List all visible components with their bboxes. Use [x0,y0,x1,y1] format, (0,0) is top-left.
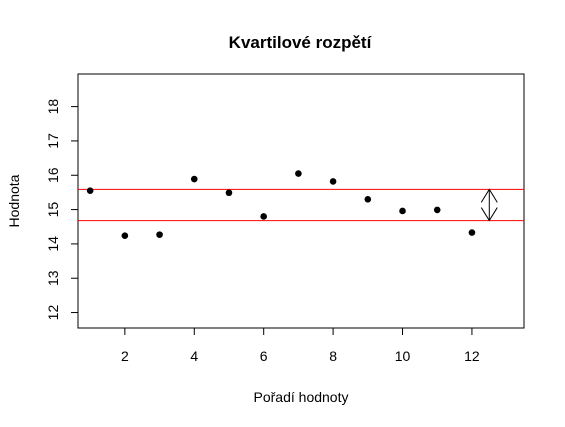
plot-area-frame [77,73,525,329]
range-arrow-head-bottom [480,207,498,222]
y-tick-label: 18 [45,99,61,115]
reference-lines [78,188,524,222]
data-point [190,175,198,183]
y-axis-label: Hodnota [6,174,22,227]
y-axis: 12 13 14 15 16 17 18 [45,99,78,321]
y-tick-label: 12 [45,305,61,321]
range-arrow [480,188,498,222]
data-point [86,187,94,195]
x-tick-label: 10 [395,348,411,364]
data-point [433,206,441,214]
data-point [260,213,267,220]
y-tick-label: 17 [45,133,61,149]
data-point [329,178,337,185]
x-tick-label: 8 [329,348,337,364]
data-point [364,195,372,203]
data-point [468,229,476,236]
y-tick-label: 14 [45,236,61,252]
data-point [156,231,163,238]
x-tick-label: 12 [464,348,480,364]
y-tick-label: 16 [45,167,61,183]
x-axis-label: Pořadí hodnoty [254,389,349,405]
y-tick-label: 13 [45,270,61,286]
data-points [86,170,476,239]
data-point [295,170,302,177]
range-arrow-head-top [480,188,498,203]
x-axis: 2 4 6 8 10 12 [121,328,480,364]
y-tick-label: 15 [45,202,61,218]
data-point [399,207,406,215]
x-tick-label: 2 [121,348,129,364]
data-point [225,189,233,197]
x-tick-label: 6 [260,348,268,364]
data-point [121,232,129,239]
x-tick-label: 4 [190,348,198,364]
chart-title: Kvartilové rozpětí [229,33,373,52]
